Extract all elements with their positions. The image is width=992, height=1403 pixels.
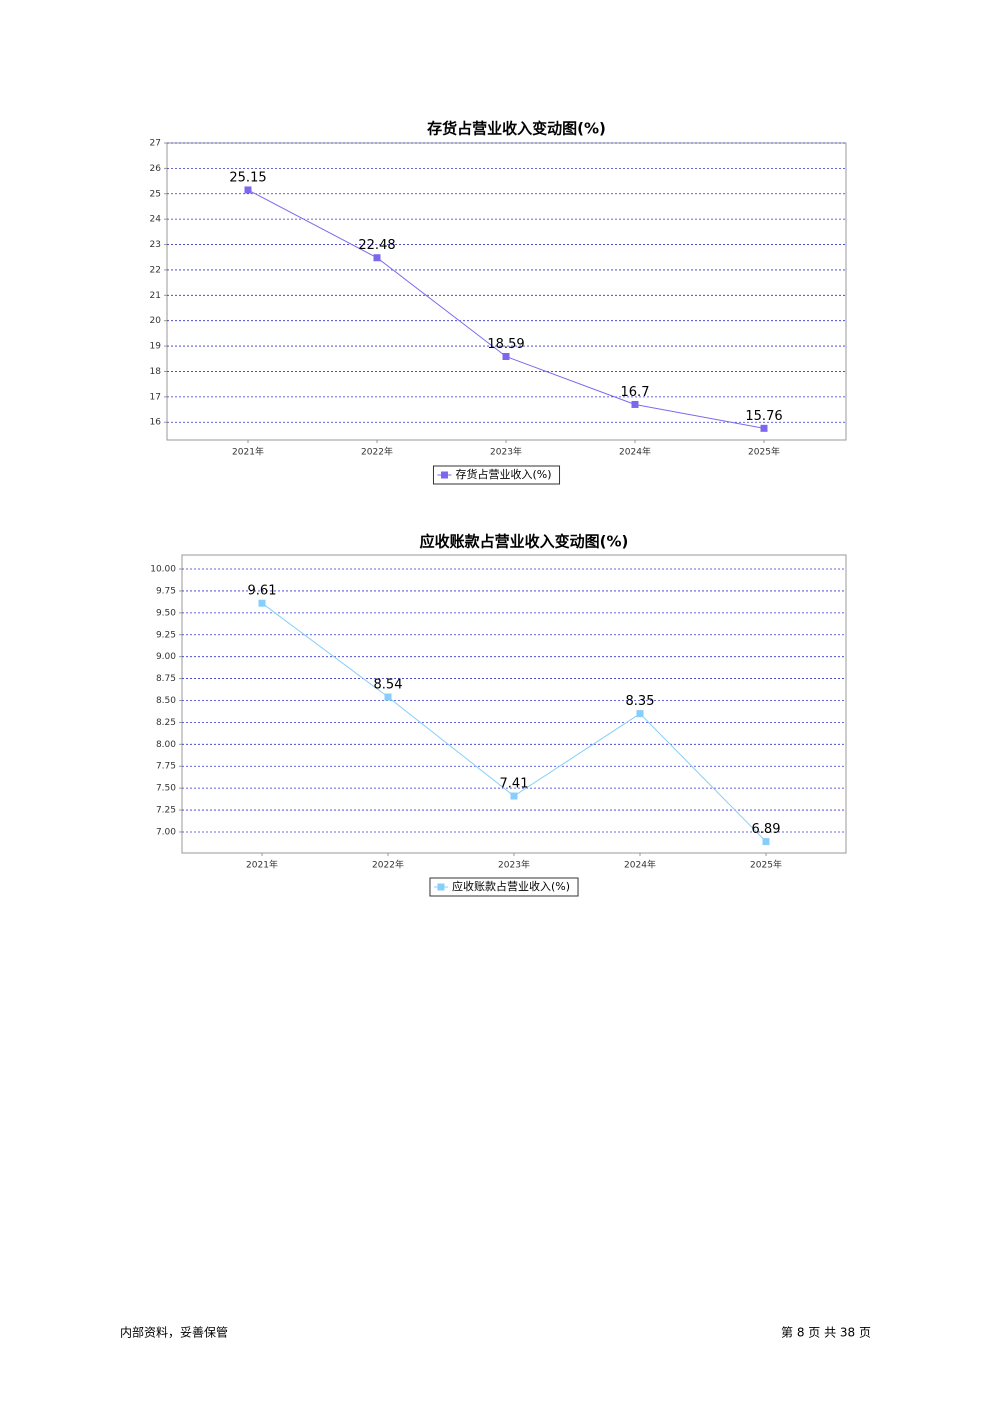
legend-label: 存货占营业收入(%) xyxy=(455,467,551,481)
chart-title: 应收账款占营业收入变动图(%) xyxy=(420,533,629,551)
data-point xyxy=(636,710,644,718)
legend-box xyxy=(429,877,579,897)
plot-frame xyxy=(181,554,847,854)
x-tick-label: 2025年 xyxy=(748,446,780,458)
chart: 16 17 18 19 20 21 22 23 24 25 26 27 2021年 2022年 2023年 2… xyxy=(150,120,847,485)
y-tick-label: 9.50 xyxy=(156,608,176,618)
y-tick-label: 8.25 xyxy=(156,718,176,728)
y-tick-label: 8.50 xyxy=(156,696,176,706)
x-tick-label: 2024年 xyxy=(619,446,651,458)
data-point xyxy=(760,424,768,432)
data-label: 16.7 xyxy=(621,385,650,400)
data-point xyxy=(244,186,252,194)
chart-title: 存货占营业收入变动图(%) xyxy=(427,120,606,138)
x-tick-label: 2021年 xyxy=(232,446,264,458)
y-tick-label: 7.00 xyxy=(156,827,176,837)
y-tick-label: 19 xyxy=(150,342,162,352)
y-tick-label: 8.75 xyxy=(156,674,176,684)
y-tick-label: 20 xyxy=(150,316,162,326)
y-tick-label: 9.00 xyxy=(156,652,176,662)
x-tick-label: 2021年 xyxy=(246,859,278,871)
data-point xyxy=(384,693,392,701)
data-label: 18.59 xyxy=(487,337,524,352)
data-label: 8.54 xyxy=(374,677,403,692)
y-tick-label: 27 xyxy=(150,139,161,149)
x-tick-label: 2022年 xyxy=(361,446,393,458)
data-point xyxy=(631,400,639,408)
y-tick-label: 24 xyxy=(150,215,162,225)
y-tick-label: 16 xyxy=(150,418,162,428)
x-tick-label: 2023年 xyxy=(490,446,522,458)
y-tick-label: 7.25 xyxy=(156,806,176,816)
y-tick-label: 23 xyxy=(150,240,161,250)
legend: 应收账款占营业收入(%) xyxy=(429,877,579,897)
data-label: 15.76 xyxy=(745,409,782,424)
data-label: 9.61 xyxy=(248,584,277,599)
x-tick-label: 2023年 xyxy=(498,859,530,871)
data-point xyxy=(373,254,381,262)
legend-label: 应收账款占营业收入(%) xyxy=(452,879,570,893)
y-tick-label: 17 xyxy=(150,392,161,402)
y-tick-label: 7.50 xyxy=(156,784,176,794)
x-tick-label: 2022年 xyxy=(372,859,404,871)
data-label: 6.89 xyxy=(752,822,781,837)
y-tick-label: 22 xyxy=(150,265,161,275)
data-point xyxy=(510,792,518,800)
plot-frame xyxy=(166,142,847,441)
y-tick-label: 26 xyxy=(150,164,162,174)
footer-left: 内部资料，妥善保管 xyxy=(120,1325,228,1340)
data-point xyxy=(258,599,266,607)
data-label: 7.41 xyxy=(500,777,529,792)
data-label: 22.48 xyxy=(358,238,395,253)
legend: 存货占营业收入(%) xyxy=(432,465,561,485)
y-tick-label: 21 xyxy=(150,291,161,301)
y-tick-label: 8.00 xyxy=(156,740,176,750)
y-tick-label: 25 xyxy=(150,189,161,199)
data-point xyxy=(502,352,510,360)
legend-box xyxy=(432,465,561,485)
chart: 7.00 7.25 7.50 7.75 8.00 8.25 8.50 8.75 9.00 9.25… xyxy=(150,533,847,897)
data-label: 25.15 xyxy=(229,170,266,185)
y-tick-label: 9.25 xyxy=(156,630,176,640)
y-tick-label: 9.75 xyxy=(156,586,176,596)
x-tick-label: 2024年 xyxy=(624,859,656,871)
data-label: 8.35 xyxy=(626,694,655,709)
y-tick-label: 7.75 xyxy=(156,762,176,772)
y-tick-label: 18 xyxy=(150,367,162,377)
y-tick-label: 10.00 xyxy=(150,565,176,575)
footer-right: 第 8 页 共 38 页 xyxy=(781,1326,871,1340)
data-point xyxy=(762,838,770,846)
x-tick-label: 2025年 xyxy=(750,859,782,871)
